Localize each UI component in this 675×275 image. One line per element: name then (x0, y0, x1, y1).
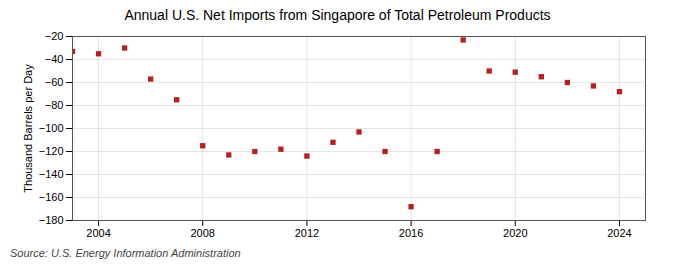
svg-text:2008: 2008 (190, 227, 214, 239)
svg-text:Thousand Barrels per Day: Thousand Barrels per Day (22, 64, 34, 193)
svg-text:2016: 2016 (399, 227, 423, 239)
html-text:Source: U.S. Energy Informatio: Source: U.S. Energy Information Administ… (10, 247, 241, 259)
svg-text:−60: −60 (45, 76, 64, 88)
svg-text:2012: 2012 (295, 227, 319, 239)
svg-text:−140: −140 (39, 168, 64, 180)
svg-text:2020: 2020 (503, 227, 527, 239)
svg-text:−100: −100 (39, 122, 64, 134)
svg-text:−20: −20 (45, 30, 64, 42)
svg-text:2004: 2004 (86, 227, 110, 239)
svg-text:2024: 2024 (607, 227, 631, 239)
svg-text:−160: −160 (39, 191, 64, 203)
svg-text:−40: −40 (45, 53, 64, 65)
svg-text:−80: −80 (45, 99, 64, 111)
html-text:Annual U.S. Net Imports from S: Annual U.S. Net Imports from Singapore o… (124, 7, 551, 23)
svg-text:−180: −180 (39, 214, 64, 226)
svg-text:−120: −120 (39, 145, 64, 157)
